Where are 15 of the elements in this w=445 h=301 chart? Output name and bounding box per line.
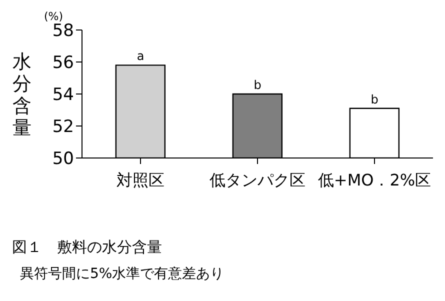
text: 図１ 敷料の水分含量 bbox=[11, 238, 163, 257]
annotation: a bbox=[136, 49, 144, 64]
y-tick-label: 54 bbox=[52, 85, 74, 106]
y-axis-title: 水分含量 bbox=[12, 51, 32, 139]
x-tick-label: 低タンパク区 bbox=[210, 170, 306, 190]
text: (%) bbox=[44, 10, 64, 23]
annotation: b bbox=[370, 92, 378, 106]
annotation: b bbox=[254, 78, 262, 92]
y-tick-label: 56 bbox=[52, 53, 74, 74]
x-tick-label: 低+MO．2%区 bbox=[318, 170, 432, 190]
x-tick-label: 対照区 bbox=[116, 170, 164, 190]
y-tick-label: 50 bbox=[52, 149, 74, 170]
y-tick-label: 58 bbox=[52, 21, 74, 42]
y-tick-label: 52 bbox=[52, 117, 74, 138]
text: 異符号間に5%水準で有意差あり bbox=[19, 265, 226, 283]
